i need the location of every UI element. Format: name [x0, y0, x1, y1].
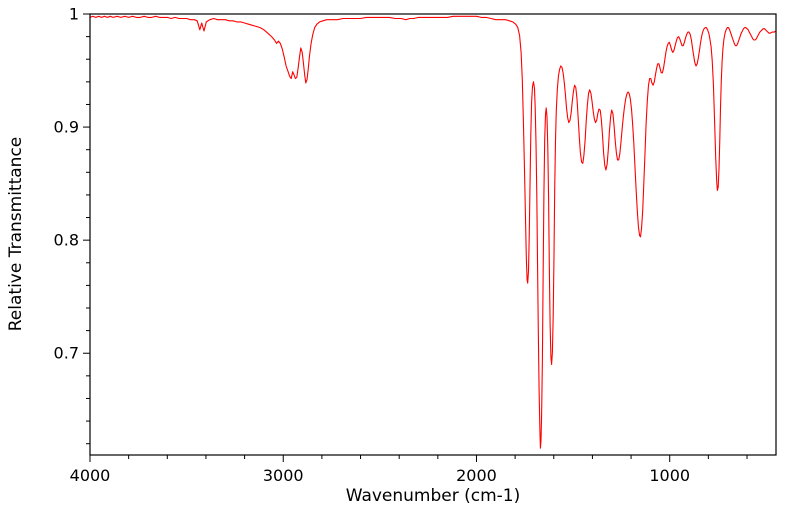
x-tick-label: 4000 — [70, 466, 111, 485]
y-axis-label: Relative Transmittance — [6, 136, 26, 332]
x-axis-label: Wavenumber (cm-1) — [345, 486, 521, 506]
plot-border — [89, 13, 777, 456]
x-tick-label: 1000 — [649, 466, 690, 485]
y-tick-label: 1 — [69, 5, 79, 24]
y-tick-label: 0.9 — [54, 118, 79, 137]
y-tick-label: 0.7 — [54, 344, 79, 363]
x-tick-label: 3000 — [263, 466, 304, 485]
x-tick-label: 2000 — [456, 466, 497, 485]
spectrum-line — [89, 15, 777, 449]
y-tick-label: 0.8 — [54, 231, 79, 250]
